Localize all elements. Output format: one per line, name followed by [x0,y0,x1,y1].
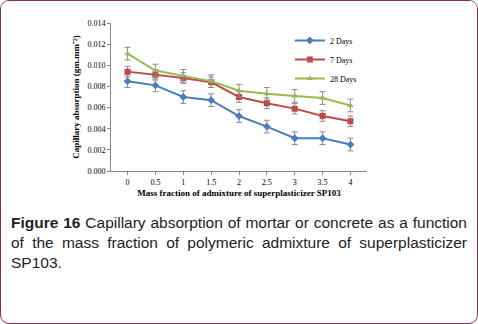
svg-text:0.010: 0.010 [87,61,105,70]
svg-text:0.006: 0.006 [87,103,105,112]
svg-text:2.5: 2.5 [262,178,272,187]
svg-text:0.012: 0.012 [87,40,105,49]
svg-text:Capillary absorption (gm.mm⁻²): Capillary absorption (gm.mm⁻²) [71,35,81,158]
svg-text:0: 0 [126,178,130,187]
svg-text:Mass fraction of admixture of: Mass fraction of admixture of superplast… [137,188,341,198]
svg-text:28 Days: 28 Days [330,75,356,84]
svg-text:3.5: 3.5 [318,178,328,187]
svg-text:1: 1 [181,178,185,187]
svg-text:0.014: 0.014 [87,19,105,28]
svg-text:4: 4 [348,178,352,187]
svg-text:2: 2 [237,178,241,187]
svg-text:0.5: 0.5 [150,178,160,187]
svg-text:0.004: 0.004 [87,125,105,134]
html-text:Figure 16 Capillary absorption: Figure 16 Capillary absorption of mortar… [11,214,467,271]
svg-text:0.008: 0.008 [87,82,105,91]
svg-text:7 Days: 7 Days [330,56,352,65]
svg-text:3: 3 [293,178,297,187]
svg-text:1.5: 1.5 [206,178,216,187]
svg-text:0.000: 0.000 [87,167,105,176]
svg-text:0.002: 0.002 [87,146,105,155]
svg-text:2 Days: 2 Days [330,37,352,46]
